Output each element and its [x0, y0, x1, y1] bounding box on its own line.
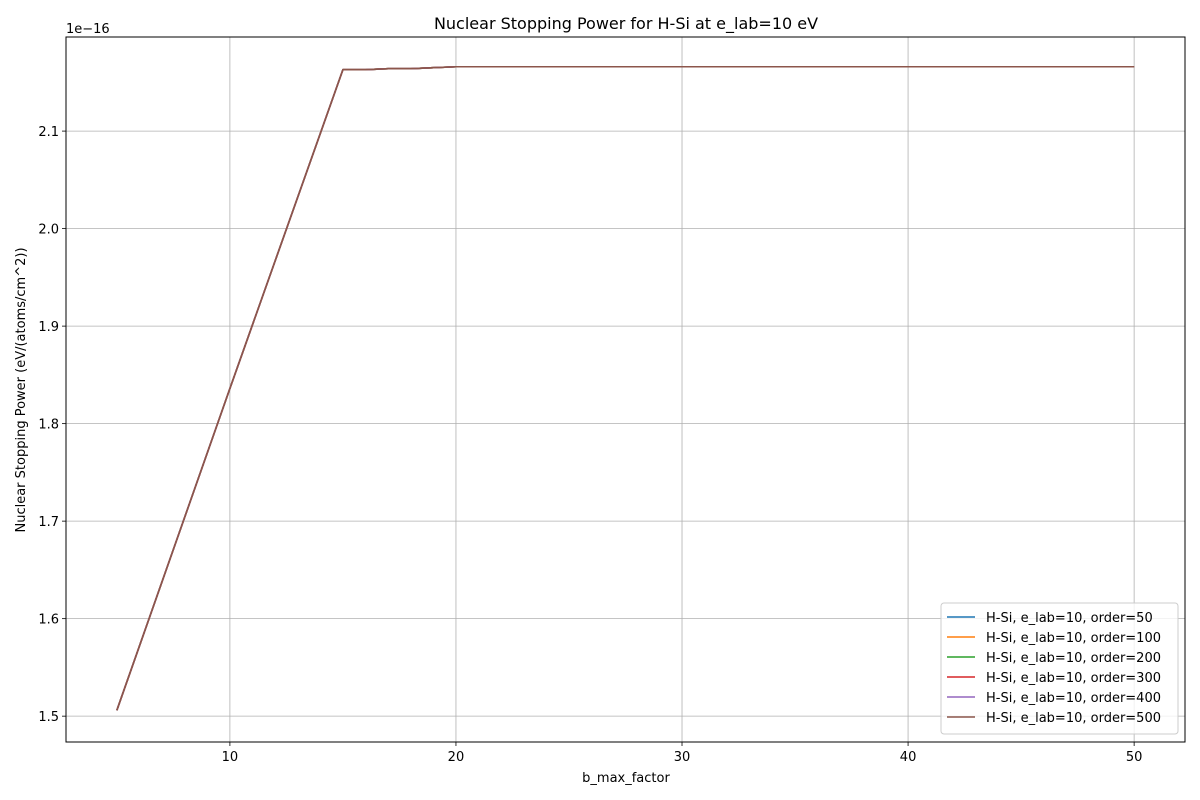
legend-label-1: H-Si, e_lab=10, order=50 — [986, 611, 1153, 626]
legend-label-3: H-Si, e_lab=10, order=200 — [986, 651, 1161, 666]
y-tick-label: 1.6 — [38, 613, 59, 628]
y-tick-label: 2.1 — [38, 125, 59, 140]
y-tick-label: 2.0 — [38, 223, 59, 238]
y-tick-label: 1.8 — [38, 418, 59, 433]
legend: H-Si, e_lab=10, order=50 H-Si, e_lab=10, … — [940, 602, 1179, 735]
y-axis-label: Nuclear Stopping Power (eV/(atoms/cm^2)) — [14, 247, 29, 532]
y-offset-text: 1e−16 — [66, 22, 110, 37]
grid — [66, 37, 1185, 742]
y-tick-label: 1.7 — [38, 515, 59, 530]
x-tick-label: 50 — [1126, 750, 1143, 765]
legend-label-4: H-Si, e_lab=10, order=300 — [986, 671, 1161, 686]
chart-title: Nuclear Stopping Power for H-Si at e_lab… — [434, 14, 818, 34]
x-tick-label: 30 — [674, 750, 691, 765]
x-tick-label: 20 — [448, 750, 465, 765]
series-lines — [116, 65, 1135, 711]
axes-frame — [65, 36, 1186, 743]
legend-box — [940, 602, 1179, 735]
legend-label-6: H-Si, e_lab=10, order=500 — [986, 711, 1161, 726]
x-tick-label: 10 — [222, 750, 239, 765]
ticks: 10 20 30 40 50 1.5 1.6 1.7 1.8 1.9 2.0 2.1 — [38, 125, 1142, 765]
legend-label-2: H-Si, e_lab=10, order=100 — [986, 631, 1161, 646]
legend-label-5: H-Si, e_lab=10, order=400 — [986, 691, 1161, 706]
y-tick-label: 1.5 — [38, 710, 59, 725]
y-tick-label: 1.9 — [38, 320, 59, 335]
series-line-6 — [116, 65, 1135, 711]
x-axis-label: b_max_factor — [582, 771, 670, 786]
x-tick-label: 40 — [900, 750, 917, 765]
